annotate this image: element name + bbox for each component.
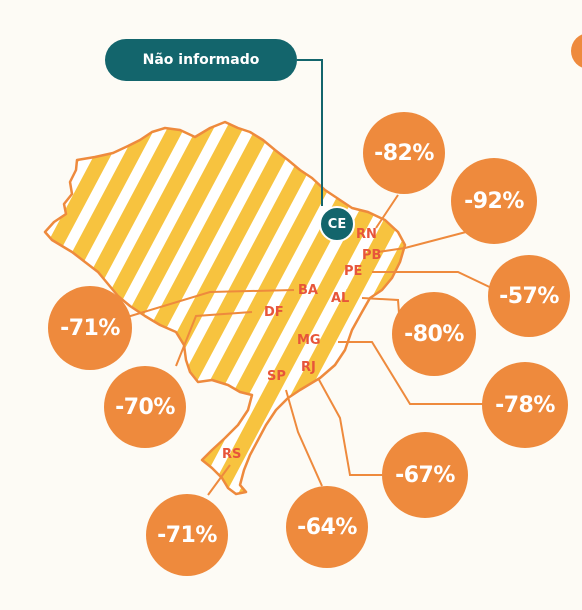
state-label-sp: SP [267, 369, 286, 384]
state-label-rs: RS [222, 447, 242, 462]
value-circle-df: -70% [104, 366, 186, 448]
leader-df [175, 311, 253, 367]
not-informed-label: Não informado [105, 39, 297, 81]
leader-ce [297, 59, 323, 206]
state-ce-badge: CE [319, 206, 355, 242]
value-circle-rj: -67% [382, 432, 468, 518]
value-circle-sp: -64% [286, 486, 368, 568]
value-circle-rs: -71% [146, 494, 228, 576]
brazil-shape [43, 120, 407, 496]
state-label-pe: PE [344, 264, 363, 279]
state-label-al: AL [331, 291, 350, 306]
value-circle-al: -80% [392, 292, 476, 376]
state-label-rj: RJ [301, 360, 316, 375]
state-label-rn: RN [356, 227, 377, 242]
leader-pb [377, 231, 467, 253]
leader-rs [207, 464, 231, 496]
leader-pe [372, 271, 501, 293]
state-label-pb: PB [362, 248, 382, 263]
value-circle-mg: -78% [482, 362, 568, 448]
leader-rn [375, 194, 399, 229]
state-label-mg: MG [297, 333, 321, 348]
leader-sp [285, 389, 323, 487]
value-circle-rn: -82% [363, 112, 445, 194]
value-circle-pb: -92% [451, 158, 537, 244]
value-circle-pe: -57% [488, 255, 570, 337]
state-label-ba: BA [298, 283, 318, 298]
value-circle-ba: -71% [48, 286, 132, 370]
leader-ba [123, 289, 295, 319]
state-label-df: DF [264, 305, 284, 320]
leader-rj [317, 377, 382, 476]
leader-lines [123, 194, 501, 496]
leader-mg [338, 341, 488, 405]
legend-dot-partial [571, 33, 582, 69]
